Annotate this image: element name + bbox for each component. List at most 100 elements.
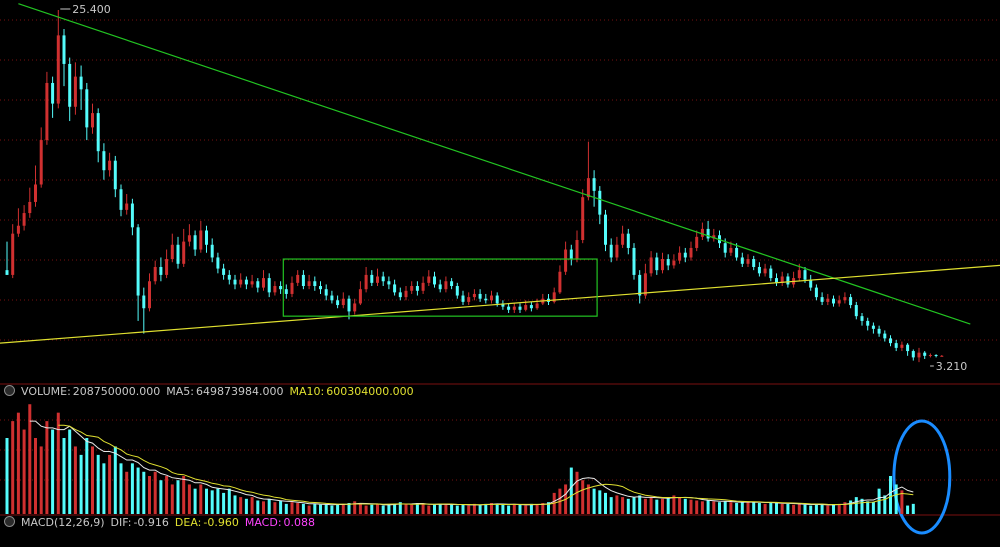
volume-bar — [490, 503, 493, 514]
volume-bar — [518, 504, 522, 514]
candle-body — [592, 178, 596, 191]
volume-bar — [267, 498, 271, 514]
candle-body — [871, 325, 875, 329]
volume-bar — [398, 502, 402, 514]
volume-bar — [79, 454, 83, 514]
volume-bar — [301, 503, 305, 514]
panel-toggle-icon[interactable] — [4, 385, 15, 396]
volume-bar — [159, 480, 163, 514]
candle-body — [301, 274, 305, 287]
volume-bar — [849, 500, 853, 514]
volume-bar — [615, 495, 619, 514]
candle-body — [917, 352, 921, 358]
candle-body — [786, 276, 790, 285]
candle-body — [598, 190, 602, 215]
dea-value: -0.960 — [203, 516, 239, 529]
volume-label: VOLUME: — [21, 385, 71, 398]
candlesticks — [5, 10, 944, 363]
candle-body — [279, 286, 283, 290]
candle-body — [735, 247, 739, 258]
candle-body — [461, 295, 465, 302]
ma10-value: 600304000.000 — [326, 385, 414, 398]
candle-body — [490, 295, 493, 301]
candle-body — [655, 257, 659, 271]
candle-body — [136, 227, 140, 296]
candle-body — [28, 201, 32, 214]
macd-params-label: MACD(12,26,9) — [21, 516, 105, 529]
volume-bar — [199, 484, 203, 514]
volume-bar — [28, 404, 32, 514]
candle-body — [661, 259, 664, 271]
candle-body — [854, 305, 858, 317]
panel-toggle-icon[interactable] — [4, 516, 15, 527]
volume-bar — [763, 503, 767, 514]
candle-body — [34, 184, 37, 202]
candle-body — [108, 160, 112, 171]
candle-body — [307, 281, 311, 287]
candle-body — [262, 278, 265, 288]
candle-body — [512, 306, 516, 310]
macd-label: MACD: — [244, 516, 282, 529]
volume-bar — [102, 463, 106, 514]
volume-bar — [290, 502, 294, 514]
candle-body — [837, 300, 841, 304]
candle-body — [832, 298, 835, 304]
volume-bar — [894, 484, 898, 514]
candle-body — [11, 233, 15, 275]
candle-body — [336, 300, 340, 306]
candle-body — [85, 89, 89, 128]
volume-bar — [210, 490, 214, 514]
candle-body — [415, 286, 419, 291]
candle-body — [678, 252, 682, 261]
volume-header: VOLUME: 208750000.000 MA5: 649873984.000 MA1… — [0, 385, 420, 399]
candle-body — [119, 189, 123, 210]
candle-body — [187, 235, 191, 242]
volume-bar — [814, 503, 818, 514]
candle-body — [524, 305, 528, 310]
ma5-value: 649873984.000 — [196, 385, 284, 398]
volume-bar — [723, 501, 727, 514]
candle-body — [199, 230, 203, 250]
candle-body — [142, 295, 146, 309]
volume-bar — [586, 484, 590, 514]
candle-body — [319, 286, 322, 290]
volume-bar — [621, 497, 625, 514]
volume-bar — [512, 503, 516, 514]
volume-bar — [541, 503, 545, 514]
candle-body — [518, 306, 522, 310]
volume-bar — [381, 505, 385, 514]
candle-body — [284, 289, 288, 294]
candle-body — [752, 259, 756, 267]
candle-body — [632, 247, 636, 275]
volume-bar — [170, 484, 174, 514]
volume-bar — [85, 438, 89, 514]
volume-bar — [119, 463, 123, 514]
candle-body — [170, 244, 174, 260]
candle-body — [569, 249, 573, 260]
price-labels: 25.400 3.210 — [72, 3, 967, 373]
candle-body — [820, 297, 824, 302]
volume-bar — [56, 412, 60, 514]
volume-bar — [216, 488, 220, 514]
candle-body — [672, 260, 676, 266]
candle-body — [113, 160, 117, 190]
volume-bar — [73, 446, 77, 514]
candle-body — [455, 286, 459, 296]
candle-body — [210, 244, 214, 258]
volume-bar — [484, 503, 488, 514]
volume-bar — [609, 497, 613, 514]
volume-bar — [661, 498, 664, 514]
volume-bar — [239, 497, 243, 514]
candle-body — [205, 230, 208, 245]
volume-bar — [313, 503, 317, 514]
volume-bar — [877, 488, 881, 514]
candle-body — [73, 76, 77, 107]
volume-bar — [387, 504, 391, 514]
candle-body — [393, 284, 397, 293]
candle-body — [775, 278, 778, 283]
candle-body — [91, 113, 94, 128]
macd-header: MACD(12,26,9) DIF: -0.916 DEA: -0.960 MACD: 0.… — [0, 516, 321, 530]
volume-bar — [319, 504, 322, 514]
volume-bar — [404, 503, 408, 514]
candle-body — [330, 295, 334, 301]
